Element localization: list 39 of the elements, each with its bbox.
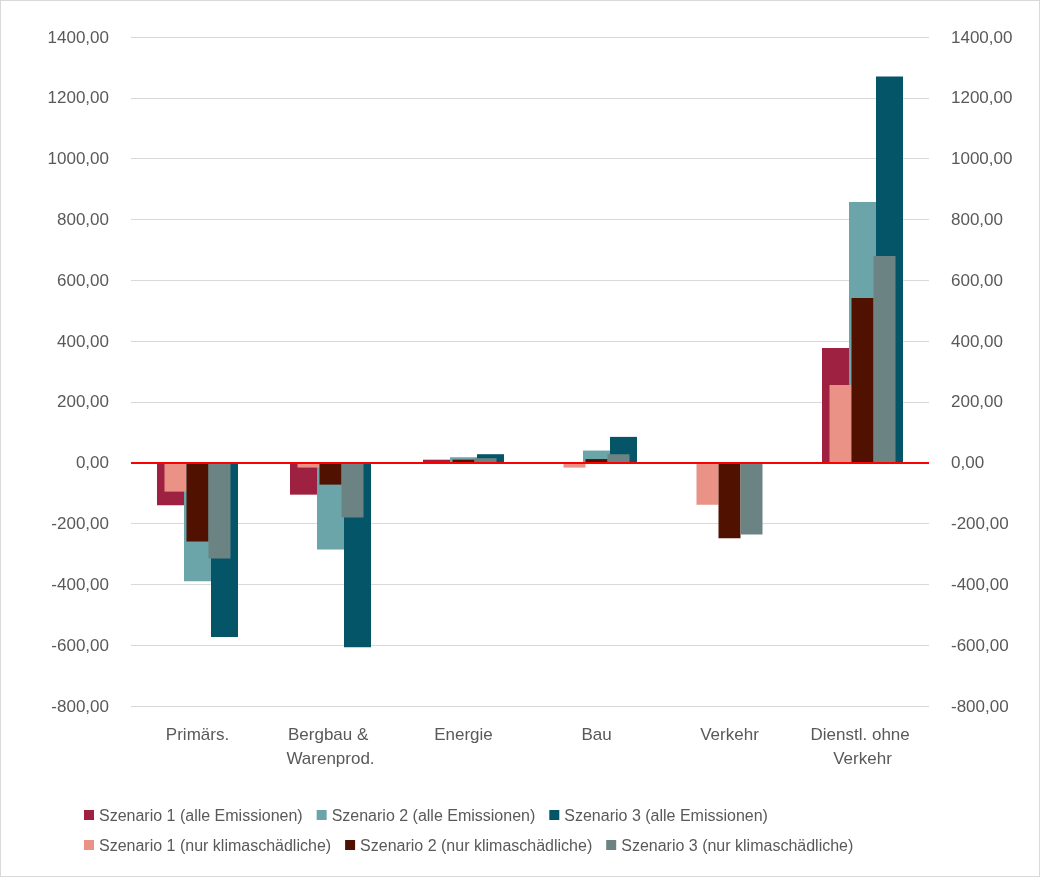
x-tick-label: Primärs.	[165, 724, 230, 744]
legend-label: Szenario 3 (alle Emissionen)	[564, 806, 768, 824]
y2-tick-label: 200,00	[951, 392, 1003, 412]
y2-tick-label: -400,00	[951, 574, 1009, 594]
legend-label: Szenario 2 (alle Emissionen)	[331, 806, 536, 824]
y-tick-label: 200,00	[57, 392, 109, 412]
y-tick-label: 600,00	[57, 270, 109, 290]
y-tick-label: 400,00	[57, 331, 109, 351]
y-tick-label: 1000,00	[47, 149, 109, 169]
y-tick-label: 1200,00	[47, 88, 109, 108]
x-tick-label: Verkehr	[700, 724, 760, 744]
bar	[740, 462, 763, 535]
y2-tick-label: 800,00	[951, 209, 1003, 229]
y2-tick-label: 600,00	[951, 270, 1003, 290]
legend-label: Szenario 1 (nur klimaschädliche)	[99, 836, 332, 854]
x-tick-label: Energie	[434, 724, 493, 744]
y2-tick-label: 400,00	[951, 331, 1003, 351]
y2-tick-label: -600,00	[951, 635, 1009, 655]
y2-tick-label: 0,00	[951, 453, 985, 473]
y-tick-label: 800,00	[57, 209, 109, 229]
y-tick-label: -200,00	[51, 514, 109, 534]
x-tick-label: Dienstl. ohne Verkehr	[810, 724, 915, 768]
legend-label: Szenario 2 (nur klimaschädliche)	[360, 836, 593, 854]
bar	[696, 462, 719, 505]
y-tick-label: 0,00	[75, 453, 109, 473]
y2-tick-label: 1000,00	[951, 149, 1013, 169]
y2-tick-label: 1400,00	[951, 27, 1013, 47]
y2-tick-label: -200,00	[951, 514, 1009, 534]
x-tick-label: Bau	[581, 724, 612, 744]
legend-label: Szenario 1 (alle Emissionen)	[99, 806, 303, 824]
x-tick-label: Bergbau & Warenprod.	[286, 724, 375, 768]
y-tick-label: 1400,00	[47, 27, 109, 47]
bar	[718, 462, 741, 539]
y2-tick-label: 1200,00	[951, 88, 1013, 108]
y2-tick-label: -800,00	[951, 696, 1009, 716]
legend-label: Szenario 3 (nur klimaschädliche)	[621, 836, 854, 854]
y-tick-label: -800,00	[51, 696, 109, 716]
y-tick-label: -400,00	[51, 574, 109, 594]
y-tick-label: -600,00	[51, 635, 109, 655]
